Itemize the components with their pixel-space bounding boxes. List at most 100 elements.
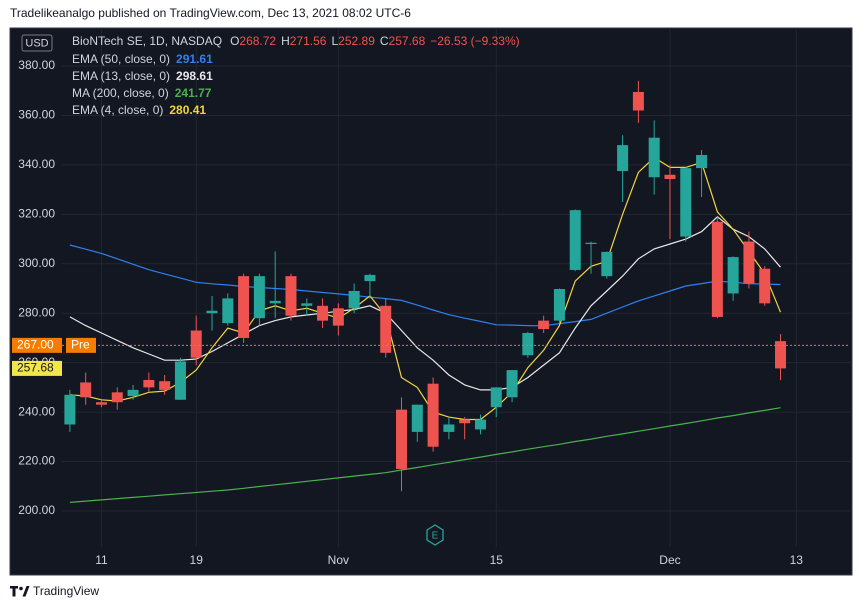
- candle-body: [127, 389, 139, 397]
- x-tick-label: 19: [190, 553, 204, 567]
- candle-body: [743, 241, 755, 284]
- candle-body: [80, 382, 92, 398]
- candle-body: [538, 320, 550, 330]
- candle-body: [632, 91, 644, 111]
- price-label: 257.68: [17, 361, 54, 375]
- y-tick-label: 360.00: [18, 108, 55, 122]
- price-tag-box: [66, 337, 96, 353]
- y-tick-label: 380.00: [18, 58, 55, 72]
- y-tick-label: 220.00: [18, 454, 55, 468]
- x-tick-label: Nov: [328, 553, 349, 567]
- currency-box: [21, 34, 53, 52]
- currency: USD: [25, 37, 48, 49]
- price-label-box: [12, 360, 62, 376]
- candle-body: [317, 305, 329, 321]
- y-tick-label: 340.00: [18, 157, 55, 171]
- indicator-line: [69, 244, 781, 327]
- candle-body: [301, 303, 313, 306]
- price-label-box: [12, 337, 62, 353]
- candle-body: [759, 268, 771, 304]
- x-tick-label: 11: [95, 553, 108, 567]
- ohlc-value: 271.56: [290, 34, 327, 48]
- candle-body: [648, 137, 660, 178]
- candle-body: [617, 145, 629, 172]
- indicator-value: 298.61: [176, 69, 213, 83]
- indicator-line: [69, 156, 782, 421]
- candle-body: [775, 341, 787, 369]
- candle-body: [411, 404, 423, 432]
- candle-body: [553, 288, 565, 321]
- candle-body: [680, 168, 692, 237]
- x-tick-label: 13: [790, 553, 804, 567]
- indicator-name: MA (200, close, 0): [72, 86, 169, 100]
- tv-logo: [10, 586, 30, 597]
- plot: [62, 80, 850, 503]
- candle-body: [490, 387, 502, 408]
- candle-body: [585, 242, 597, 245]
- footer: TradingView: [33, 584, 99, 598]
- candle-body: [111, 392, 123, 403]
- candle-body: [380, 305, 392, 353]
- candle-body: [459, 419, 471, 424]
- candle-body: [664, 174, 676, 179]
- y-tick-label: 200.00: [18, 503, 55, 517]
- indicator-name: EMA (4, close, 0): [72, 103, 163, 117]
- candle-body: [64, 394, 76, 425]
- chart-panel: [9, 27, 853, 576]
- ohlc-value: 252.89: [338, 34, 375, 48]
- y-tick-label: 300.00: [18, 256, 55, 270]
- ohlc-key: L: [331, 34, 338, 48]
- legend: BioNTech SE, 1D, NASDAQ O 268.72 H 271.56 L 25…: [72, 34, 520, 117]
- indicator-line: [69, 216, 781, 391]
- ohlc-key: O: [230, 34, 239, 48]
- candle-body: [159, 381, 171, 390]
- candle-body: [443, 424, 455, 432]
- indicator-value: 291.61: [176, 52, 213, 66]
- indicator-value: 241.77: [175, 86, 212, 100]
- candle-body: [474, 419, 486, 430]
- ohlc-key: H: [281, 34, 290, 48]
- indicator-name: EMA (50, close, 0): [72, 52, 170, 66]
- candle-body: [253, 276, 265, 319]
- x-tick-label: Dec: [659, 553, 680, 567]
- candle-body: [711, 221, 723, 317]
- candle-body: [569, 210, 581, 270]
- candle-body: [143, 379, 155, 388]
- indicator-value: 280.41: [169, 103, 206, 117]
- candle-body: [285, 276, 297, 316]
- candle-body: [396, 409, 408, 469]
- x-tick-label: 15: [490, 553, 504, 567]
- price-label: 267.00: [17, 338, 54, 352]
- candle-body: [601, 251, 613, 277]
- candle-body: [238, 276, 250, 338]
- candle-body: [364, 274, 376, 282]
- candle-body: [190, 330, 202, 358]
- events-icon[interactable]: E: [426, 524, 444, 546]
- y-tick-label: 320.00: [18, 207, 55, 221]
- ohlc-key: C: [380, 34, 389, 48]
- indicator-name: EMA (13, close, 0): [72, 69, 170, 83]
- candle-body: [696, 154, 708, 169]
- price-tag: Pre: [71, 338, 90, 352]
- candle-body: [206, 310, 218, 314]
- candle-body: [269, 300, 281, 304]
- candle-body: [522, 333, 534, 356]
- change: −26.53 (−9.33%): [430, 34, 519, 48]
- labels: 200.00220.00240.00260.00280.00300.00320.…: [12, 58, 803, 567]
- candle-body: [727, 257, 739, 294]
- candle-body: [95, 402, 107, 405]
- header: Tradelikeanalgo published on TradingView…: [10, 6, 411, 20]
- candle-body: [222, 298, 234, 324]
- indicator-line: [69, 407, 781, 503]
- candle-body: [506, 370, 518, 398]
- candle-body: [427, 383, 439, 447]
- ohlc-value: 268.72: [239, 34, 276, 48]
- y-tick-label: 240.00: [18, 404, 55, 418]
- svg-text:E: E: [432, 531, 439, 542]
- candle-body: [332, 308, 344, 326]
- symbol: BioNTech SE, 1D, NASDAQ: [72, 34, 222, 48]
- y-tick-label: 280.00: [18, 305, 55, 319]
- candle-body: [348, 290, 360, 309]
- candle-body: [174, 361, 186, 400]
